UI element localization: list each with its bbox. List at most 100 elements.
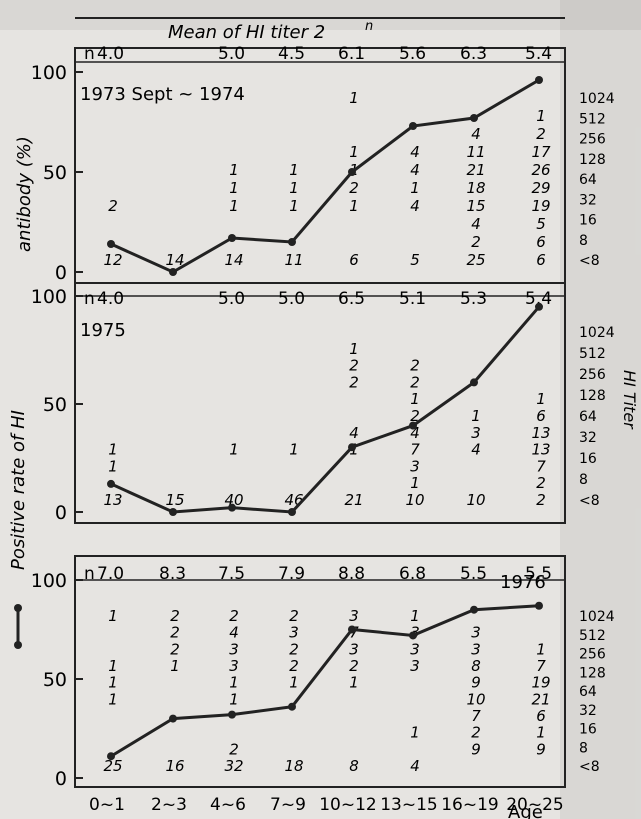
titer-count-label: 8	[349, 757, 359, 775]
titer-tick-label: 8	[579, 472, 588, 488]
titer-tick-label: 512	[579, 111, 606, 127]
titer-count-label: 10	[466, 491, 485, 509]
titer-count-label: 9	[536, 740, 546, 758]
titer-count-label: 40	[224, 491, 243, 509]
titer-count-label: 6	[349, 251, 359, 269]
titer-tick-label: 16	[579, 213, 597, 229]
titer-count-label: 1	[108, 690, 118, 708]
mean-hi-titer-value: 8.8	[338, 564, 365, 584]
titer-count-label: 3	[410, 640, 420, 658]
titer-count-label: 2	[170, 624, 180, 642]
mean-hi-titer-value: 5.5	[525, 564, 552, 584]
titer-count-label: 2	[349, 657, 359, 675]
titer-count-label: 3	[229, 657, 239, 675]
titer-count-label: 4	[229, 624, 239, 642]
titer-count-label: 2	[289, 657, 299, 675]
titer-count-label: 1	[229, 179, 239, 197]
titer-count-label: 2	[289, 640, 299, 658]
titer-count-label: 2	[108, 197, 118, 215]
titer-count-label: 1	[289, 674, 299, 692]
titer-count-label: 29	[531, 179, 550, 197]
titer-count-label: 2	[536, 474, 546, 492]
mean-hi-titer-value: 5.3	[460, 289, 487, 309]
titer-count-label: 1	[229, 161, 239, 179]
titer-tick-label: 128	[579, 388, 606, 404]
titer-count-label: 3	[410, 657, 420, 675]
titer-count-label: 21	[344, 491, 363, 509]
titer-count-label: 1	[229, 690, 239, 708]
mean-hi-titer-value: 6.8	[399, 564, 426, 584]
titer-tick-label: 1024	[579, 325, 615, 341]
positive-rate-point	[470, 114, 478, 122]
titer-tick-label: 1024	[579, 91, 615, 107]
titer-tick-label: 32	[579, 430, 597, 446]
titer-count-label: 2	[289, 607, 299, 625]
positive-rate-point	[535, 76, 543, 84]
titer-count-label: 1	[410, 607, 420, 625]
titer-count-label: 3	[349, 640, 359, 658]
mean-hi-titer-value: 5.0	[278, 289, 305, 309]
y-tick-label: 100	[31, 570, 67, 592]
titer-count-label: 26	[531, 161, 550, 179]
titer-count-label: 1	[410, 474, 420, 492]
panel-title: 1975	[80, 320, 126, 341]
titer-count-label: 13	[531, 424, 550, 442]
titer-tick-label: 8	[579, 740, 588, 756]
positive-rate-point	[228, 234, 236, 242]
y-tick-label: 0	[55, 768, 67, 790]
titer-count-label: 10	[466, 690, 485, 708]
titer-count-label: 6	[536, 251, 546, 269]
titer-count-label: 19	[531, 197, 550, 215]
titer-count-label: 2	[349, 179, 359, 197]
positive-rate-point	[409, 631, 417, 640]
titer-count-label: 1	[471, 407, 481, 425]
mean-hi-titer-value: 4.5	[278, 44, 305, 64]
positive-rate-point	[288, 238, 296, 246]
titer-count-label: 3	[471, 640, 481, 658]
mean-hi-titer-value: 6.1	[338, 44, 365, 64]
titer-count-label: 4	[471, 441, 481, 459]
mean-hi-titer-value: 4.0	[97, 44, 124, 64]
titer-count-label: 1	[349, 674, 359, 692]
x-tick-label: 20~25	[506, 795, 564, 815]
positive-rate-point	[535, 302, 543, 311]
panel-title: 1973 Sept ~ 1974	[80, 84, 245, 105]
positive-rate-line	[110, 78, 540, 274]
titer-count-label: 1	[170, 657, 180, 675]
titer-count-label: 7	[471, 707, 481, 725]
positive-rate-point	[348, 443, 356, 452]
titer-count-label: 32	[224, 757, 243, 775]
right-axis-label: HI Titer	[620, 370, 639, 430]
titer-count-label: 13	[103, 491, 122, 509]
titer-tick-label: 256	[579, 647, 606, 663]
titer-tick-label: 512	[579, 346, 606, 362]
titer-count-label: 1	[289, 441, 299, 459]
y-tick-label: 50	[43, 394, 67, 416]
titer-count-label: 46	[284, 491, 303, 509]
titer-count-label: 4	[471, 215, 481, 233]
titer-count-label: 8	[471, 657, 481, 675]
titer-count-label: 15	[165, 491, 184, 509]
titer-tick-label: 128	[579, 665, 606, 681]
titer-count-label: 21	[531, 690, 550, 708]
y-tick-label: 0	[55, 262, 67, 284]
titer-count-label: 1	[289, 161, 299, 179]
titer-count-label: 1	[349, 143, 359, 161]
titer-count-label: 1	[108, 607, 118, 625]
positive-rate-point	[107, 240, 115, 248]
titer-count-label: 3	[349, 607, 359, 625]
titer-count-label: 2	[410, 373, 420, 391]
titer-count-label: 1	[289, 179, 299, 197]
titer-count-label: 4	[410, 424, 420, 442]
titer-count-label: 3	[229, 640, 239, 658]
titer-tick-label: 16	[579, 722, 597, 738]
legend-marker-dot-bottom	[14, 641, 22, 649]
titer-count-label: 1	[349, 197, 359, 215]
y-tick-label: 100	[31, 62, 67, 84]
titer-count-label: 1	[229, 441, 239, 459]
mean-hi-titer-value: 6.3	[460, 44, 487, 64]
titer-count-label: 1	[108, 457, 118, 475]
mean-hi-titer-value: 8.3	[159, 564, 186, 584]
titer-count-label: 25	[103, 757, 122, 775]
